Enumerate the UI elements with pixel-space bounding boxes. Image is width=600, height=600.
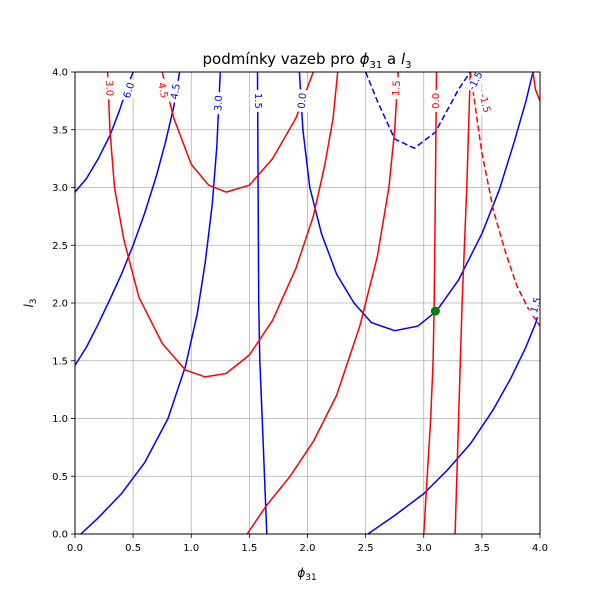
contour-label-gap (295, 89, 310, 113)
y-tick-label: 2.5 (52, 241, 68, 252)
blue-contour-line (75, 72, 181, 366)
red-contour-line (106, 72, 339, 378)
x-tick-label: 2.5 (358, 543, 374, 554)
axis-ticks: 0.0 0.5 1.0 1.5 2.0 2.5 3.0 3.5 4.0 0.0 0.5 1.0 1.5 2… (52, 68, 548, 555)
y-axis-label: l3 (22, 298, 39, 307)
contour-labels: 3.0 6.0 4.5 4.53.0 1.5 0.01.50.0-1.5-1.51.5 (102, 68, 546, 318)
solution-point-marker (430, 306, 440, 316)
red-contour-line (246, 72, 399, 534)
red-contour-line (532, 72, 540, 102)
marker-layer (430, 306, 440, 316)
contour-label: 1.5 (391, 80, 403, 97)
contour-label: 4.5 (155, 82, 169, 100)
contour-label: 3.0 (103, 80, 115, 96)
blue-contour-line (367, 308, 540, 534)
contour-label-gap (390, 76, 404, 100)
contour-label: 6.0 (122, 81, 137, 100)
x-tick-label: 1.5 (241, 543, 257, 554)
x-tick-label: 4.0 (532, 543, 548, 554)
red-contour-line (423, 72, 438, 534)
y-tick-label: 3.5 (52, 125, 68, 136)
contour-label-gap (168, 79, 184, 104)
y-tick-label: 2.0 (52, 299, 68, 310)
contour-label: 0.0 (431, 93, 442, 109)
x-tick-label: 3.5 (474, 543, 490, 554)
contour-label-gap (120, 78, 139, 103)
x-tick-label: 3.0 (416, 543, 432, 554)
contour-label: -1.5 (477, 92, 492, 114)
contour-curves (75, 72, 540, 534)
contour-label-gap (475, 91, 493, 116)
y-tick-label: 4.0 (52, 68, 68, 79)
x-tick-label: 0.5 (125, 543, 141, 554)
contour-label: 0.0 (297, 92, 310, 109)
y-tick-label: 3.0 (52, 183, 68, 194)
contour-label: 3.0 (213, 95, 225, 111)
contour-label-gap (102, 76, 116, 100)
contour-label-gap (251, 89, 264, 112)
blue-contour-line (80, 72, 222, 534)
blue-contour-line (256, 72, 268, 534)
blue-contour-line (364, 72, 471, 149)
y-tick-label: 1.5 (52, 356, 68, 367)
contour-label: 4.5 (169, 83, 183, 101)
y-tick-label: 1.0 (52, 414, 68, 425)
contour-label-gap (212, 91, 226, 115)
x-tick-label: 2.0 (300, 543, 316, 554)
contour-label-gap (527, 293, 546, 318)
y-tick-label: 0.0 (52, 530, 68, 541)
red-contour-line (469, 72, 540, 327)
x-tick-label: 0.0 (67, 543, 83, 554)
red-contour-line (161, 72, 315, 193)
contour-label-gap (465, 68, 487, 94)
chart-title: podmínky vazeb pro ϕ31 a l3 (203, 50, 412, 71)
contour-label-gap (430, 89, 443, 112)
blue-contour-line (298, 72, 534, 332)
x-axis-label: ϕ31 (297, 566, 316, 583)
y-tick-label: 0.5 (52, 472, 68, 483)
contour-label-gap (154, 78, 171, 103)
x-tick-label: 1.0 (183, 543, 199, 554)
contour-label: 1.5 (252, 93, 263, 109)
red-contour-line (454, 72, 472, 534)
